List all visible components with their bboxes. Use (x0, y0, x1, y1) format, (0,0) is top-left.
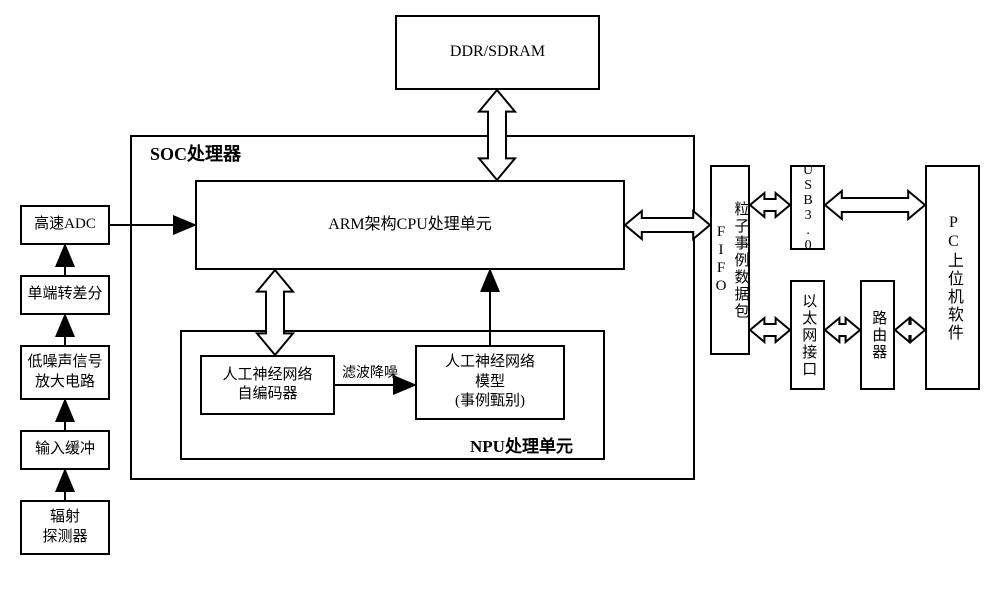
block-usb-label: USB3.0 (798, 163, 816, 253)
block-ddr-label: DDR/SDRAM (450, 42, 545, 63)
filter-label: 滤波降噪 (342, 362, 398, 382)
block-model-label: 人工神经网络 模型 (事例甄别) (445, 353, 535, 412)
block-detector: 辐射 探测器 (20, 500, 110, 555)
block-router: 路由器 (860, 280, 895, 390)
block-ddr: DDR/SDRAM (395, 15, 600, 90)
block-encoder-label: 人工神经网络 自编码器 (222, 366, 312, 405)
npu-label: NPU处理单元 (470, 432, 573, 457)
block-buffer-label: 输入缓冲 (35, 440, 95, 460)
block-cpu-label: ARM架构CPU处理单元 (328, 215, 492, 236)
block-adc: 高速ADC (20, 205, 110, 245)
block-model: 人工神经网络 模型 (事例甄别) (415, 345, 565, 420)
block-buffer: 输入缓冲 (20, 430, 110, 470)
soc-label: SOC处理器 (150, 140, 241, 166)
block-diff-label: 单端转差分 (27, 285, 102, 305)
block-eth-label: 以太网接口 (798, 293, 818, 378)
block-cpu: ARM架构CPU处理单元 (195, 180, 625, 270)
block-amp-label: 低噪声信号 放大电路 (27, 353, 102, 392)
block-encoder: 人工神经网络 自编码器 (200, 355, 335, 415)
block-pc: PC上位机软件 (925, 165, 980, 390)
block-adc-label: 高速ADC (34, 215, 96, 235)
block-fifo: 粒子事例数据包FIFO (710, 165, 750, 355)
block-eth: 以太网接口 (790, 280, 825, 390)
block-detector-label: 辐射 探测器 (42, 508, 87, 547)
block-usb: USB3.0 (790, 165, 825, 250)
block-fifo-label: 粒子事例数据包FIFO (711, 167, 750, 353)
block-diff: 单端转差分 (20, 275, 110, 315)
block-router-label: 路由器 (868, 310, 888, 361)
block-pc-label: PC上位机软件 (942, 214, 963, 342)
block-amp: 低噪声信号 放大电路 (20, 345, 110, 400)
